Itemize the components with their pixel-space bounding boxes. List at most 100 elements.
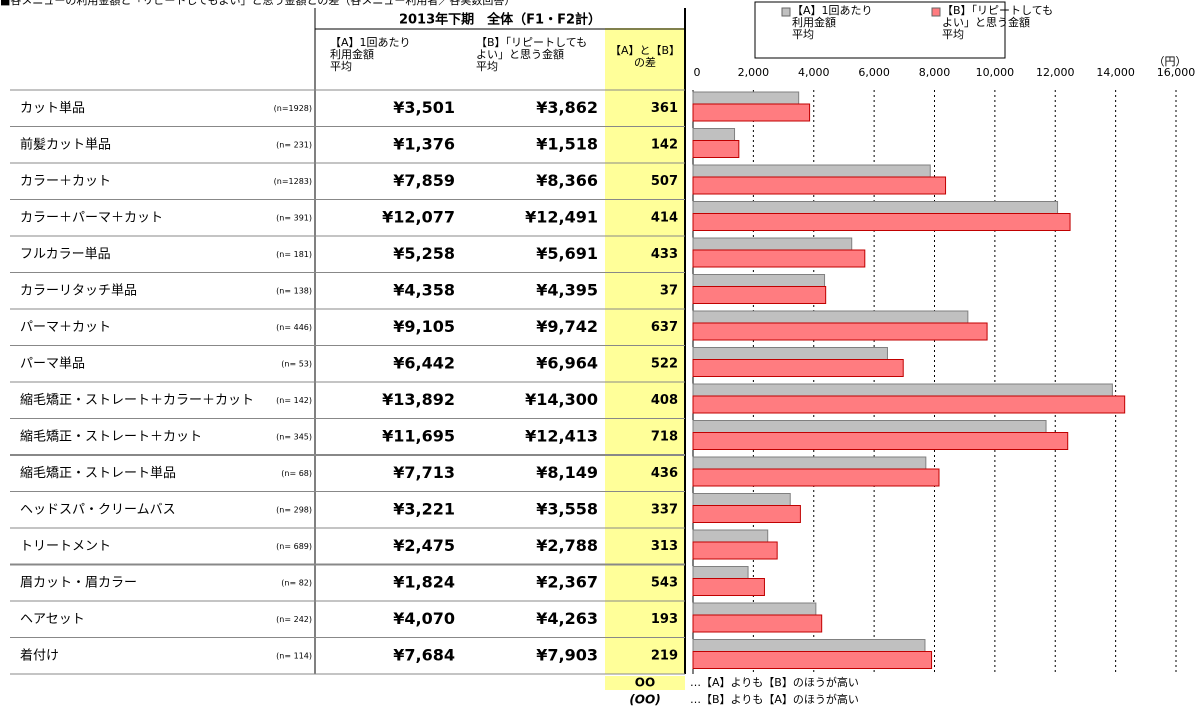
category-label: ヘアセット xyxy=(20,612,85,627)
x-tick-label: 2,000 xyxy=(738,66,770,79)
bar xyxy=(692,359,904,377)
value-label: ¥14,300 xyxy=(525,390,598,409)
n-label: (n= 138) xyxy=(276,286,312,295)
n-label: (n= 114) xyxy=(276,651,312,660)
diff-label: 414 xyxy=(651,210,678,225)
bar xyxy=(692,468,940,487)
value-label: ¥7,684 xyxy=(393,645,455,664)
category-label: 縮毛矯正・ストレート＋カラー＋カット xyxy=(20,392,254,408)
n-label: (n=1928) xyxy=(274,104,312,113)
diff-label: 507 xyxy=(651,174,678,189)
bar xyxy=(692,140,740,158)
value-label: ¥5,258 xyxy=(393,244,455,263)
bar xyxy=(692,103,811,122)
n-label: (n= 689) xyxy=(276,542,312,551)
category-label: カラー＋カット xyxy=(20,174,111,189)
value-label: ¥12,413 xyxy=(525,426,598,445)
category-label: カラーリタッチ単品 xyxy=(20,282,137,298)
bar xyxy=(692,541,778,560)
bar xyxy=(692,310,969,324)
n-label: (n= 181) xyxy=(276,250,312,259)
x-tick-label: 0 xyxy=(694,66,701,79)
value-label: ¥8,149 xyxy=(536,463,598,482)
page-title: ■各メニューの利用金額と「リピートしてもよい」と思う金額との差（各メニュー利用者… xyxy=(0,0,516,7)
bar xyxy=(692,322,988,341)
bar xyxy=(692,614,823,633)
value-label: ¥12,491 xyxy=(525,207,598,226)
n-label: (n= 68) xyxy=(281,469,312,478)
value-label: ¥2,788 xyxy=(536,536,598,555)
n-label: (n= 446) xyxy=(276,323,312,332)
diff-label: 361 xyxy=(651,101,678,116)
n-label: (n= 298) xyxy=(276,505,312,514)
bar xyxy=(692,639,926,652)
n-label: (n=1283) xyxy=(274,177,312,186)
bar xyxy=(692,286,827,304)
note-mark: OO xyxy=(635,676,655,690)
category-label: パーマ＋カット xyxy=(20,320,111,335)
n-label: (n= 82) xyxy=(281,578,312,587)
value-label: ¥4,395 xyxy=(536,280,598,299)
value-label: ¥1,518 xyxy=(536,134,598,153)
value-label: ¥3,862 xyxy=(536,98,598,117)
category-label: ヘッドスパ・クリームバス xyxy=(20,502,176,517)
bar xyxy=(692,176,947,195)
diff-label: 436 xyxy=(651,466,678,481)
bar xyxy=(692,383,1113,397)
value-label: ¥3,501 xyxy=(393,98,455,117)
legend-box xyxy=(754,1,1006,59)
diff-label: 408 xyxy=(651,393,678,408)
value-label: ¥2,367 xyxy=(536,572,598,591)
value-label: ¥7,903 xyxy=(536,645,598,664)
bar xyxy=(692,432,1069,450)
x-tick-label: 14,000 xyxy=(1096,66,1135,79)
period: 2013年下期 全体（F1・F2計） xyxy=(399,12,601,28)
value-label: ¥12,077 xyxy=(382,207,455,226)
category-label: カラー＋パーマ＋カット xyxy=(20,210,163,225)
category-label: パーマ単品 xyxy=(20,355,85,371)
column-header: 【A】1回あたり 利用金額 平均 xyxy=(330,36,411,73)
category-label: 縮毛矯正・ストレート単品 xyxy=(20,465,176,481)
value-label: ¥13,892 xyxy=(382,390,455,409)
x-tick-label: 10,000 xyxy=(976,66,1015,79)
x-tick-label: 6,000 xyxy=(858,66,890,79)
note-mark: (OO) xyxy=(629,693,660,707)
legend-swatch xyxy=(781,7,791,17)
bar xyxy=(692,578,765,596)
bar xyxy=(692,602,817,616)
diff-label: 219 xyxy=(651,648,678,663)
value-label: ¥4,358 xyxy=(393,280,455,299)
bar xyxy=(692,91,800,105)
value-label: ¥11,695 xyxy=(382,426,455,445)
x-tick-label: 16,000 xyxy=(1157,66,1195,79)
value-label: ¥6,442 xyxy=(393,353,455,372)
diff-label: 543 xyxy=(651,575,678,590)
bar xyxy=(692,566,749,579)
diff-label: 433 xyxy=(651,247,678,262)
category-label: 縮毛矯正・ストレート＋カット xyxy=(20,428,202,444)
bar xyxy=(692,493,791,506)
bar xyxy=(692,505,801,523)
diff-label: 337 xyxy=(651,502,678,517)
x-tick-label: 8,000 xyxy=(919,66,951,79)
bar xyxy=(692,128,736,141)
bar xyxy=(692,249,866,268)
value-label: ¥5,691 xyxy=(536,244,598,263)
legend-swatch xyxy=(931,7,941,17)
note-text: …【B】よりも【A】のほうが高い xyxy=(690,692,859,706)
value-label: ¥8,366 xyxy=(536,171,598,190)
diff-column xyxy=(605,28,685,674)
value-label: ¥7,713 xyxy=(393,463,455,482)
bar xyxy=(692,456,927,470)
n-label: (n= 391) xyxy=(276,213,312,222)
value-label: ¥6,964 xyxy=(536,353,598,372)
bar xyxy=(692,529,769,543)
value-label: ¥3,221 xyxy=(393,499,455,518)
n-label: (n= 231) xyxy=(276,140,312,149)
n-label: (n= 345) xyxy=(276,432,312,441)
diff-label: 718 xyxy=(651,429,678,444)
x-tick-label: 12,000 xyxy=(1036,66,1075,79)
category-label: 前髪カット単品 xyxy=(20,136,111,152)
